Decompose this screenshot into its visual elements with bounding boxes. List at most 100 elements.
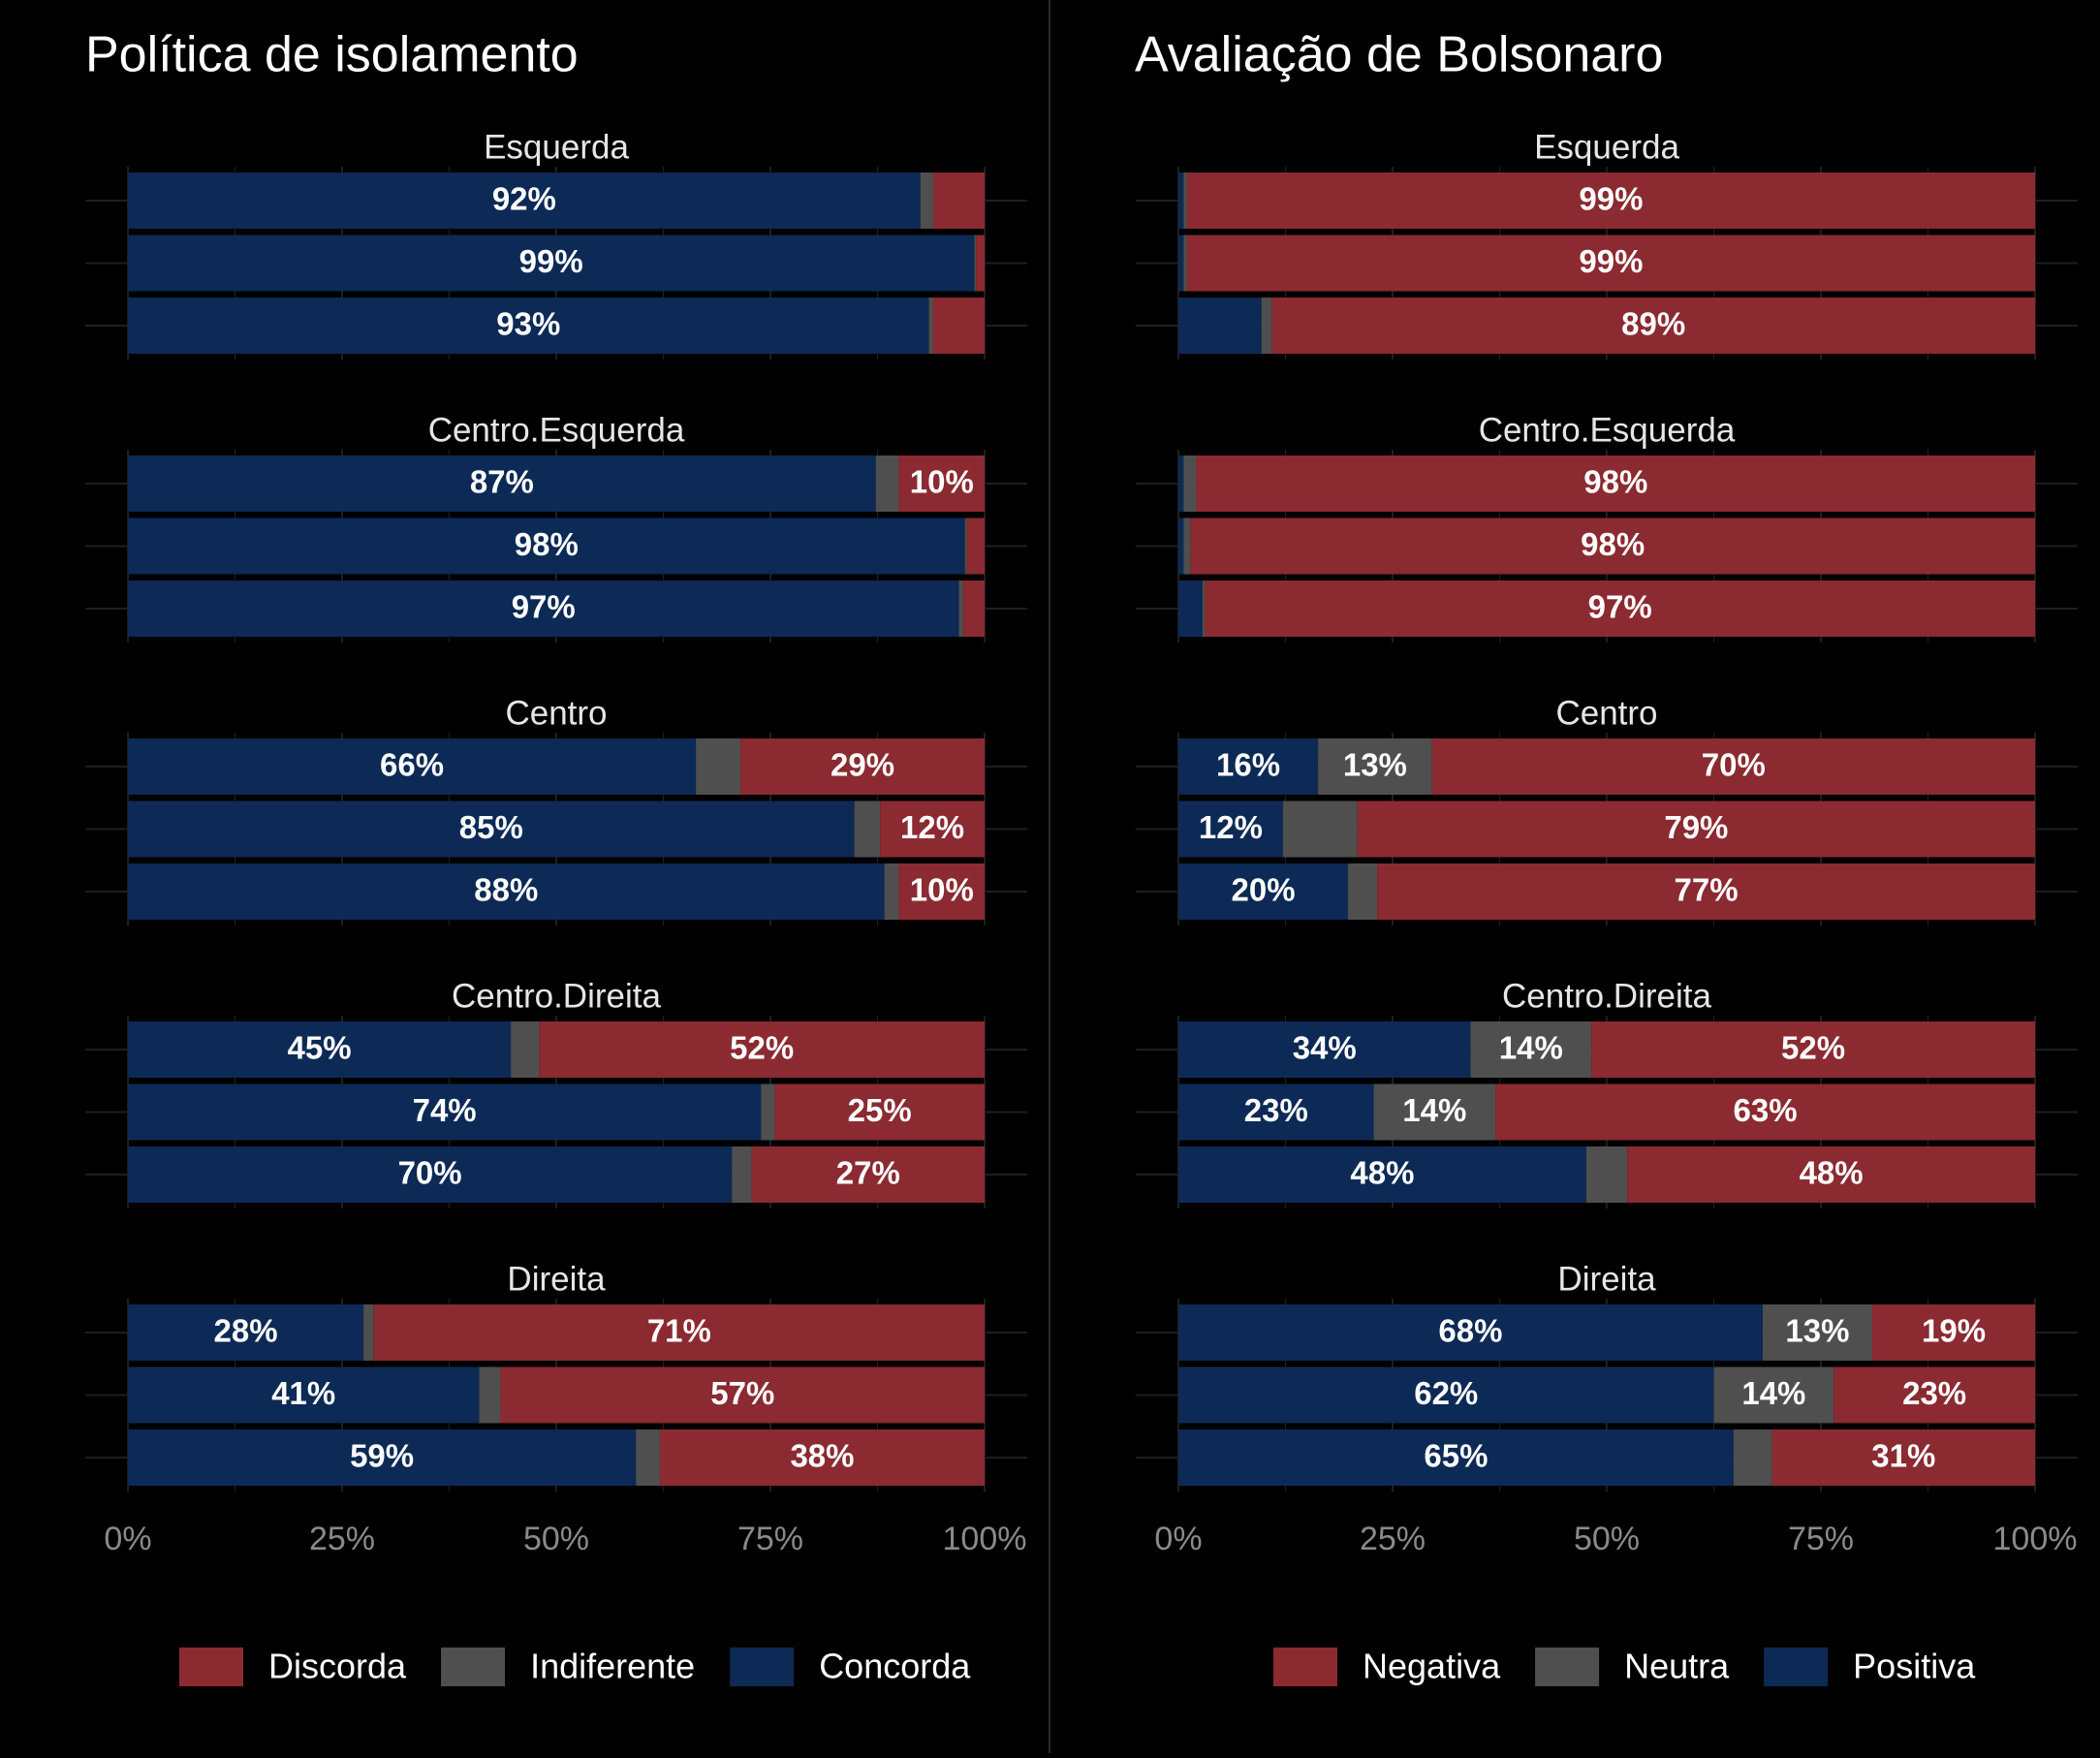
- data-label-positive: 65%: [1424, 1438, 1488, 1474]
- data-label-positive: 59%: [350, 1438, 414, 1474]
- data-label-positive: 87%: [470, 464, 534, 500]
- bar-segment-negative: [751, 1146, 985, 1203]
- data-label-positive: 41%: [271, 1375, 335, 1411]
- data-label-negative: 98%: [1581, 526, 1645, 562]
- data-label-positive: 68%: [1438, 1313, 1502, 1349]
- bar-segment-negative: [1591, 1021, 2035, 1078]
- data-label-negative: 10%: [910, 464, 974, 500]
- facet-label: Centro.Direita: [452, 977, 661, 1015]
- data-label-positive: 85%: [459, 809, 523, 845]
- data-label-positive: 45%: [288, 1030, 352, 1066]
- data-label-negative: 19%: [1922, 1313, 1986, 1349]
- bar-segment-positive: [1178, 298, 1262, 354]
- bar-segment-positive: [128, 738, 697, 795]
- bar-segment-positive: [128, 235, 975, 292]
- bar-segment-neutral: [732, 1146, 752, 1203]
- bar-segment-negative: [1186, 235, 2035, 292]
- legend-label: Discorda: [268, 1647, 407, 1686]
- data-label-positive: 28%: [214, 1313, 278, 1349]
- bar-segment-positive: [1178, 173, 1184, 229]
- bar-segment-neutral: [854, 801, 881, 858]
- bar-segment-negative: [373, 1304, 985, 1361]
- x-tick-label: 0%: [104, 1521, 151, 1557]
- bar-segment-negative: [976, 235, 985, 292]
- data-label-negative: 89%: [1621, 306, 1685, 342]
- legend-swatch-neutral: [441, 1648, 506, 1686]
- bar-segment-negative: [1431, 738, 2035, 795]
- bar-segment-neutral: [1183, 173, 1187, 229]
- bar-segment-neutral: [761, 1083, 775, 1141]
- bar-segment-positive: [128, 1429, 637, 1486]
- bar-segment-negative: [966, 518, 985, 575]
- legend-label: Neutra: [1624, 1647, 1730, 1686]
- bar-segment-neutral: [1261, 298, 1272, 354]
- data-label-negative: 27%: [836, 1155, 900, 1191]
- x-tick-label: 50%: [1574, 1521, 1640, 1557]
- bar-segment-positive: [1178, 1021, 1471, 1078]
- data-label-negative: 23%: [1902, 1375, 1966, 1411]
- bar-segment-neutral: [1282, 801, 1358, 858]
- bar-segment-neutral: [884, 863, 899, 920]
- bar-segment-neutral: [1202, 581, 1206, 637]
- bar-segment-neutral: [928, 298, 933, 354]
- bar-segment-neutral: [1762, 1304, 1873, 1361]
- bar-segment-negative: [1357, 801, 2035, 858]
- legend-swatch-positive: [1764, 1648, 1829, 1686]
- bar-segment-negative: [1495, 1083, 2035, 1141]
- bar-segment-neutral: [964, 518, 967, 575]
- bar-segment-negative: [962, 581, 985, 637]
- data-label-positive: 48%: [1350, 1155, 1414, 1191]
- facet-Direita: Direita 68% 13% 19% 62% 14% 23% 65% 31%: [1136, 1260, 2078, 1491]
- bar-segment-positive: [128, 455, 876, 512]
- facet-label: Direita: [1557, 1260, 1656, 1298]
- bar-segment-positive: [1178, 235, 1184, 292]
- data-label-positive: 12%: [1199, 809, 1263, 845]
- legend: Discorda Indiferente Concorda: [179, 1647, 971, 1686]
- data-label-negative: 48%: [1800, 1155, 1864, 1191]
- bar-segment-negative: [1190, 518, 2035, 575]
- data-label-positive: 16%: [1216, 747, 1280, 783]
- bar-segment-positive: [1178, 801, 1283, 858]
- bar-segment-positive: [1178, 1366, 1714, 1424]
- bar-segment-negative: [1377, 863, 2035, 920]
- data-label-neutral: 13%: [1785, 1313, 1849, 1349]
- bar-segment-positive: [128, 518, 965, 575]
- chart-title: Avaliação de Bolsonaro: [1135, 27, 1663, 83]
- data-label-negative: 99%: [1579, 181, 1643, 217]
- facet-Direita: Direita 28% 71% 41% 57% 59% 38%: [85, 1260, 1027, 1491]
- bar-segment-negative: [500, 1366, 985, 1424]
- bar-segment-negative: [932, 173, 985, 229]
- facet-label: Centro.Direita: [1502, 977, 1711, 1015]
- bar-segment-neutral: [696, 738, 741, 795]
- bar-segment-positive: [128, 581, 959, 637]
- bar-segment-neutral: [363, 1304, 374, 1361]
- data-label-negative: 71%: [647, 1313, 711, 1349]
- facet-label: Esquerda: [484, 128, 629, 166]
- bar-segment-negative: [1205, 581, 2035, 637]
- bar-segment-positive: [1178, 863, 1349, 920]
- data-label-positive: 93%: [496, 306, 560, 342]
- bar-segment-neutral: [1183, 455, 1197, 512]
- bar-segment-positive: [128, 298, 929, 354]
- x-tick-label: 25%: [309, 1521, 375, 1557]
- data-label-positive: 66%: [380, 747, 444, 783]
- data-label-positive: 34%: [1293, 1030, 1357, 1066]
- bar-segment-negative: [740, 738, 985, 795]
- data-label-neutral: 14%: [1741, 1375, 1805, 1411]
- chart-panel-2: Avaliação de Bolsonaro Esquerda 99% 99% 89% C…: [1135, 27, 2078, 1686]
- data-label-negative: 77%: [1675, 872, 1739, 908]
- x-tick-label: 75%: [1788, 1521, 1854, 1557]
- data-label-negative: 31%: [1871, 1438, 1935, 1474]
- facet-Centro: Centro 66% 29% 85% 12% 88% 10%: [85, 694, 1027, 926]
- facet-label: Centro.Esquerda: [1479, 411, 1736, 449]
- bar-segment-positive: [128, 863, 885, 920]
- data-label-neutral: 13%: [1343, 747, 1407, 783]
- data-label-negative: 12%: [900, 809, 964, 845]
- bar-segment-positive: [128, 1146, 733, 1203]
- data-label-negative: 97%: [1588, 589, 1652, 625]
- bar-segment-positive: [128, 173, 921, 229]
- x-tick-label: 100%: [943, 1521, 1027, 1557]
- x-tick-label: 50%: [523, 1521, 589, 1557]
